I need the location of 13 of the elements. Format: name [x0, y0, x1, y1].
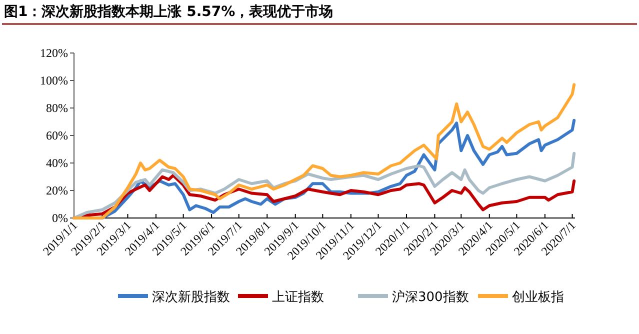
legend-label: 上证指数: [272, 290, 324, 305]
legend-label: 深次新股指数: [152, 290, 230, 305]
legend-label: 创业板指: [512, 290, 564, 305]
y-tick-label: 20%: [46, 184, 68, 198]
y-tick-label: 0%: [52, 211, 68, 225]
y-tick-label: 60%: [46, 128, 68, 142]
legend-label: 沪深300指数: [392, 289, 469, 305]
y-tick-label: 40%: [46, 156, 68, 170]
y-tick-label: 80%: [46, 101, 68, 115]
y-tick-label: 100%: [40, 74, 68, 88]
line-series: [72, 83, 576, 220]
y-tick-label: 120%: [40, 46, 68, 60]
chart-title: 图1：深次新股指数本期上涨 5.57%，表现优于市场: [4, 3, 334, 20]
